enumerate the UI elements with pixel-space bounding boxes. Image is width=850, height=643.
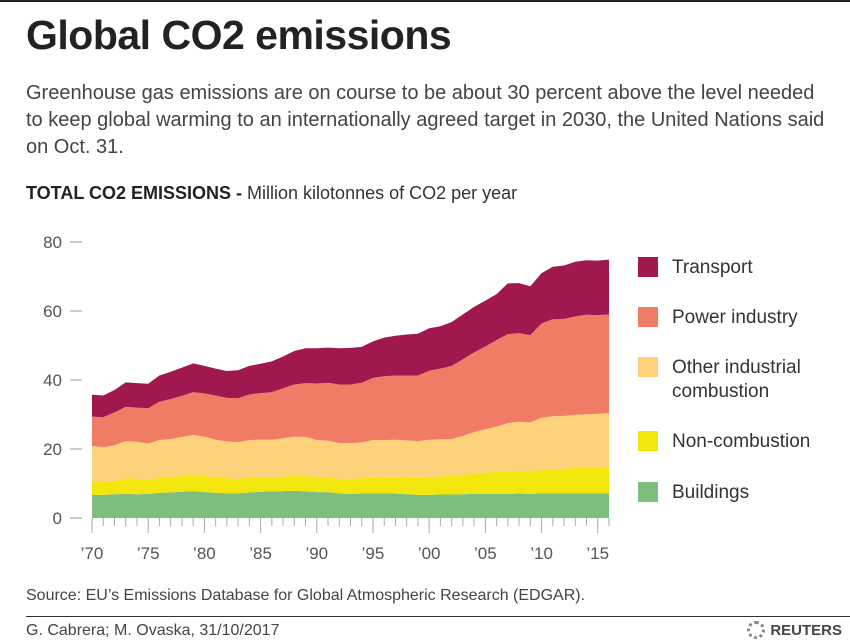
y-tick-label: 80 — [43, 233, 62, 252]
y-tick-label: 40 — [43, 371, 62, 390]
x-tick-label: ’15 — [586, 544, 609, 563]
legend-label: Transport — [672, 257, 753, 278]
x-tick-label: ’75 — [137, 544, 160, 563]
y-tick-label: 60 — [43, 302, 62, 321]
area-transport — [92, 259, 609, 418]
x-tick-label: ’90 — [305, 544, 328, 563]
credit: G. Cabrera; M. Ovaska, 31/10/2017 — [26, 622, 280, 639]
y-tick-label: 20 — [43, 440, 62, 459]
logo-text: REUTERS — [770, 621, 842, 639]
area-buildings — [92, 490, 609, 518]
x-tick-label: ’05 — [474, 544, 497, 563]
legend-item-buildings: Buildings — [638, 481, 848, 505]
legend-item-power-industry: Power industry — [638, 306, 848, 330]
area-power-industry — [92, 314, 609, 448]
chart-heading-unit: Million kilotonnes of CO2 per year — [242, 183, 518, 203]
y-tick-label: 0 — [53, 509, 62, 528]
chart-heading: TOTAL CO2 EMISSIONS - Million kilotonnes… — [26, 183, 517, 204]
legend-label: Buildings — [672, 482, 750, 503]
legend-swatch-power-industry — [638, 307, 658, 327]
legend-label: Non-combustion — [672, 431, 811, 452]
bottom-rule — [26, 616, 850, 617]
chart-heading-bold: TOTAL CO2 EMISSIONS - — [26, 183, 243, 203]
legend-swatch-other-industrial — [638, 357, 658, 377]
x-tick-label: ’00 — [418, 544, 441, 563]
legend-label: Power industry — [672, 307, 798, 328]
legend-item-non-combustion: Non-combustion — [638, 430, 848, 454]
page-title: Global CO2 emissions — [26, 12, 452, 58]
area-other-industrial-combustion — [92, 413, 609, 483]
x-tick-label: ’95 — [362, 544, 385, 563]
x-tick-label: ’10 — [530, 544, 553, 563]
x-tick-label: ’80 — [193, 544, 216, 563]
subtitle: Greenhouse gas emissions are on course t… — [26, 82, 825, 158]
legend-item-transport: Transport — [638, 256, 848, 280]
source-note: Source: EU’s Emissions Database for Glob… — [26, 587, 586, 604]
x-tick-label: ’85 — [249, 544, 272, 563]
area-non-combustion — [92, 467, 609, 495]
legend-swatch-non-combustion — [638, 431, 658, 451]
x-tick-label: ’70 — [81, 544, 104, 563]
reuters-logo-icon — [747, 621, 766, 639]
legend-label: Other industrial combustion — [672, 357, 801, 402]
legend-item-other-industrial: Other industrial combustion — [638, 356, 848, 404]
top-rule — [0, 0, 850, 2]
legend-swatch-transport — [638, 257, 658, 277]
legend-swatch-buildings — [638, 482, 658, 502]
reuters-logo: REUTERS — [747, 621, 842, 639]
